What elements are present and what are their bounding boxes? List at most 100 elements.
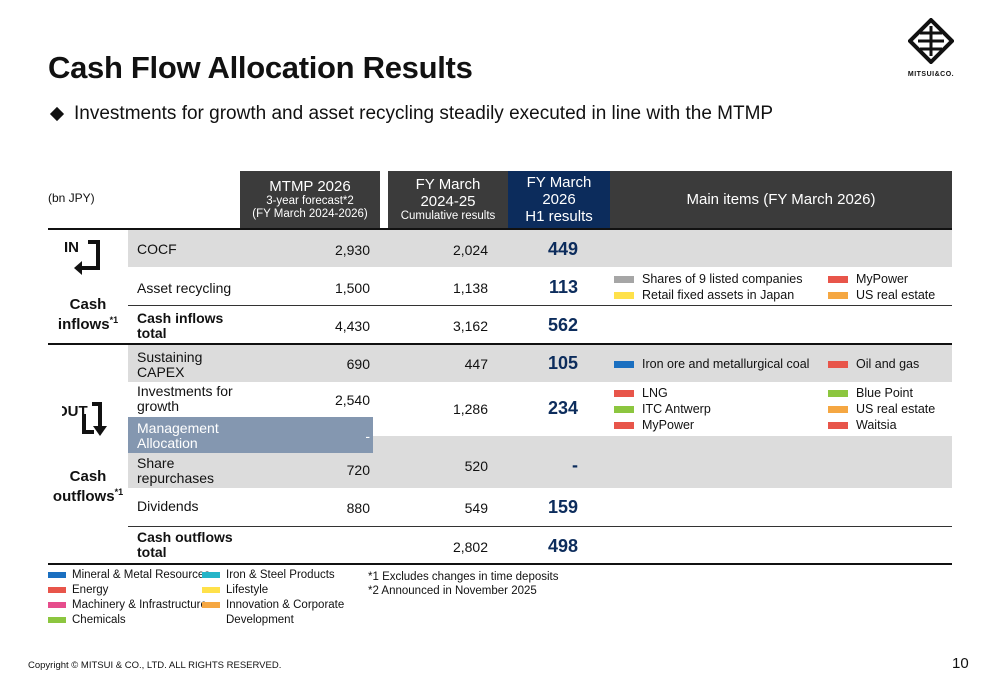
swatch <box>828 360 848 368</box>
page-number: 10 <box>952 655 969 672</box>
inflows-total-label-line2: total <box>137 324 167 341</box>
share-repurchases-fy2025: 520 <box>464 458 488 474</box>
header-mtmp-line2: 3-year forecast*2 <box>266 194 354 207</box>
share-repurchases-mtmp: 720 <box>346 462 370 478</box>
unit-label: (bn JPY) <box>48 191 95 205</box>
legend-label: Mineral & Metal Resources <box>72 568 211 581</box>
header-h1: FY March 2026 H1 results <box>508 171 610 228</box>
cash-inflows-sup: *1 <box>109 314 119 325</box>
investments-growth-h1: 234 <box>547 398 578 418</box>
row-label-inflows-total: Cash inflows total <box>137 311 223 340</box>
cash-in-icon: IN <box>62 236 108 276</box>
main-item-label: Retail fixed assets in Japan <box>642 288 795 302</box>
inflows-total-mtmp: 4,430 <box>334 318 370 334</box>
asset-recycling-mtmp: 1,500 <box>334 280 370 296</box>
header-main-items: Main items (FY March 2026) <box>610 171 952 228</box>
divider-outflows-total <box>128 526 952 527</box>
cash-inflows-label: Cash inflows*1 <box>48 296 128 335</box>
cocf-fy2025: 2,024 <box>452 242 488 258</box>
legend-item: Innovation & Corporate <box>202 597 344 612</box>
segment-legend-right: Iron & Steel Products Lifestyle Innovati… <box>202 567 344 627</box>
header-h1-line2: H1 results <box>525 208 593 226</box>
logo-mark-icon <box>907 17 955 65</box>
main-item-label: Blue Point <box>856 386 913 400</box>
main-item: Shares of 9 listed companies <box>614 272 803 286</box>
outflows-total-label-line1: Cash outflows <box>137 529 233 545</box>
swatch <box>48 616 66 623</box>
swatch <box>614 291 634 299</box>
row-label-cocf: COCF <box>137 241 177 257</box>
dividends-mtmp: 880 <box>346 500 370 516</box>
footnotes: *1 Excludes changes in time deposits *2 … <box>368 570 559 598</box>
row-label-share-repurchases: Share repurchases <box>137 456 214 485</box>
management-allocation-label-line1: Management <box>137 420 219 436</box>
inflows-total-label-line1: Cash inflows <box>137 310 224 326</box>
header-fy2025-line3: Cumulative results <box>400 210 496 223</box>
legend-item: Machinery & Infrastructure <box>48 597 210 612</box>
cash-outflows-sup: *1 <box>114 486 124 497</box>
segment-legend-left: Mineral & Metal Resources Energy Machine… <box>48 567 210 627</box>
sustaining-capex-h1: 105 <box>547 353 578 373</box>
page-title: Cash Flow Allocation Results <box>48 50 473 85</box>
swatch <box>48 586 66 593</box>
swatch <box>828 291 848 299</box>
cocf-mtmp: 2,930 <box>334 242 370 258</box>
header-mtmp-line3: (FY March 2024-2026) <box>252 208 368 221</box>
row-label-management-allocation: Management Allocation <box>137 421 219 450</box>
inflows-total-h1: 562 <box>547 315 578 335</box>
swatch <box>614 275 634 283</box>
legend-item: Mineral & Metal Resources <box>48 567 210 582</box>
swatch <box>828 275 848 283</box>
cocf-h1: 449 <box>547 239 578 259</box>
main-item-label: MyPower <box>642 418 695 432</box>
swatch <box>828 421 848 429</box>
investments-growth-fy2025: 1,286 <box>452 401 488 417</box>
row-label-outflows-total: Cash outflows total <box>137 530 233 559</box>
cash-out-icon: OUT <box>56 400 108 440</box>
swatch <box>202 571 220 578</box>
copyright: Copyright © MITSUI & CO., LTD. ALL RIGHT… <box>28 660 282 671</box>
legend-label: Machinery & Infrastructure <box>72 598 207 611</box>
header-h1-line1: FY March 2026 <box>526 173 592 208</box>
divider-top <box>48 228 952 230</box>
investments-growth-mtmp: 2,540 <box>334 392 370 408</box>
swatch <box>614 360 634 368</box>
sustaining-capex-label-line2: CAPEX <box>137 363 185 380</box>
header-fy2025-line1: FY March <box>415 175 481 193</box>
row-bg-cocf <box>128 230 952 267</box>
company-logo: MITSUI&CO. <box>905 17 957 78</box>
legend-item: Chemicals <box>48 612 210 627</box>
swatch <box>48 601 66 608</box>
legend-item: Energy <box>48 582 210 597</box>
legend-label: Development <box>226 613 294 626</box>
subtitle: Investments for growth and asset recycli… <box>48 103 773 125</box>
cash-inflows-label-line2: inflows <box>57 315 110 333</box>
svg-text:IN: IN <box>64 239 79 256</box>
cash-inflows-label-line1: Cash <box>69 296 107 313</box>
asset-recycling-fy2025: 1,138 <box>452 280 488 296</box>
row-label-dividends: Dividends <box>137 498 199 514</box>
logo-text: MITSUI&CO. <box>907 71 955 78</box>
inflows-total-fy2025: 3,162 <box>452 318 488 334</box>
row-label-investments-growth: Investments for growth <box>137 384 233 413</box>
svg-text:OUT: OUT <box>62 403 88 420</box>
cash-outflows-label: Cash outflows*1 <box>48 468 128 507</box>
swatch <box>202 601 220 608</box>
main-item: ITC Antwerp <box>614 402 711 416</box>
main-item: Blue Point <box>828 386 913 400</box>
main-item-label: US real estate <box>856 402 936 416</box>
main-item: LNG <box>614 386 668 400</box>
investments-growth-label-line1: Investments for <box>137 383 233 399</box>
main-item: Oil and gas <box>828 357 919 371</box>
main-item-label: MyPower <box>856 272 909 286</box>
sustaining-capex-mtmp: 690 <box>346 356 370 372</box>
main-item-label: LNG <box>642 386 668 400</box>
main-item: MyPower <box>828 272 908 286</box>
dividends-fy2025: 549 <box>464 500 488 516</box>
header-mtmp: MTMP 2026 3-year forecast*2 (FY March 20… <box>240 171 380 228</box>
header-mtmp-line1: MTMP 2026 <box>269 177 351 195</box>
management-allocation-label-line2: Allocation <box>137 434 198 451</box>
dividends-h1: 159 <box>547 497 578 517</box>
legend-label: Lifestyle <box>226 583 269 596</box>
swatch-empty <box>202 617 220 623</box>
